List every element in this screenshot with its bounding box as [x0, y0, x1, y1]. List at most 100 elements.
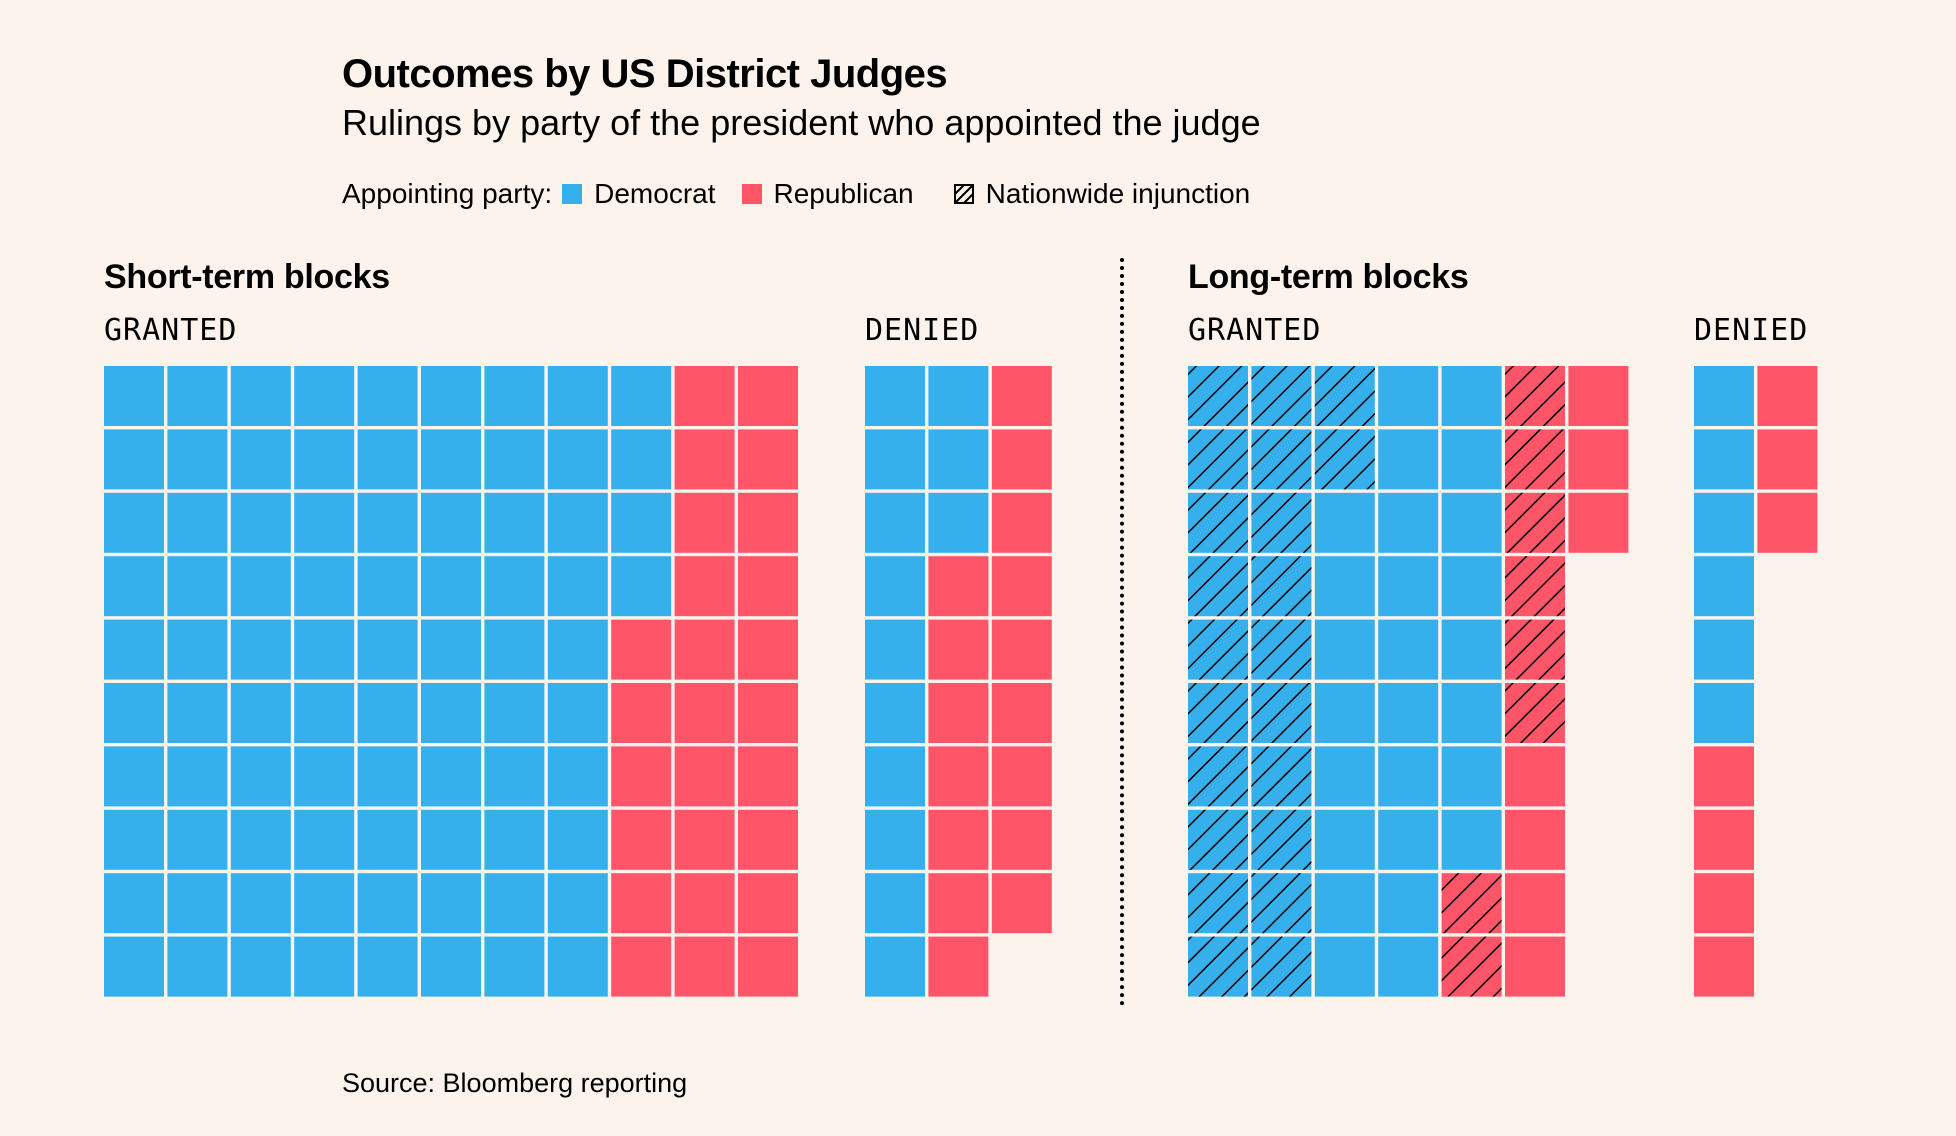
waffle-cell-democrat	[484, 873, 545, 934]
nationwide-hatch-overlay	[1251, 556, 1312, 617]
waffle-cell-republican	[611, 746, 672, 807]
waffle-cell-democrat	[1378, 366, 1439, 426]
waffle-cell-democrat	[104, 556, 164, 617]
waffle-cell-republican	[738, 429, 798, 490]
waffle-cell-republican	[991, 429, 1052, 490]
waffle-cell-democrat	[865, 809, 925, 870]
waffle-cell-democrat	[104, 429, 164, 490]
waffle-cell-democrat	[167, 683, 228, 743]
waffle-cell-democrat	[547, 619, 608, 680]
nationwide-hatch-overlay	[1505, 492, 1565, 553]
waffle-cell-democrat	[928, 366, 989, 426]
nationwide-hatch-overlay	[1188, 809, 1248, 870]
waffle-cell-democrat	[167, 873, 228, 934]
waffle-cell-republican	[738, 683, 798, 743]
waffle-cell-democrat	[230, 366, 291, 426]
waffle-cell-democrat	[1378, 492, 1439, 553]
legend-item-democrat: Democrat	[562, 178, 716, 210]
source-note: Source: Bloomberg reporting	[342, 1068, 688, 1098]
waffle-cell-democrat	[1378, 873, 1439, 934]
waffle-cell-democrat	[357, 492, 418, 553]
nationwide-hatch-overlay	[1188, 746, 1248, 807]
waffle-cell-democrat	[357, 429, 418, 490]
waffle-cell-democrat	[547, 873, 608, 934]
hatch-swatch-icon	[953, 184, 974, 204]
group-label-long-denied: DENIED	[1694, 313, 1809, 348]
waffle-cell-republican	[1568, 366, 1629, 426]
waffle-cell-democrat	[230, 429, 291, 490]
waffle-cell-democrat	[104, 683, 164, 743]
waffle-cell-republican	[1694, 936, 1754, 997]
waffle-cell-republican	[674, 936, 735, 997]
waffle-cell-democrat	[1314, 492, 1375, 553]
waffle-cell-democrat	[484, 809, 545, 870]
waffle-cell-democrat	[1694, 683, 1754, 743]
waffle-cell-democrat	[1441, 366, 1502, 426]
group-label-short-granted: GRANTED	[104, 313, 238, 348]
waffle-cell-democrat	[294, 873, 355, 934]
waffle-cell-democrat	[230, 619, 291, 680]
waffle-cell-democrat	[1314, 619, 1375, 680]
waffle-cell-republican	[991, 556, 1052, 617]
nationwide-hatch-overlay	[1188, 936, 1248, 997]
waffle-cell-democrat	[611, 429, 672, 490]
waffle-cell-democrat	[1378, 429, 1439, 490]
waffle-cell-republican	[674, 366, 735, 426]
nationwide-hatch-overlay	[1505, 429, 1565, 490]
waffle-cell-democrat	[865, 746, 925, 807]
waffle-cell-republican	[1757, 492, 1818, 553]
waffle-cell-republican	[674, 746, 735, 807]
waffle-cell-democrat	[1378, 936, 1439, 997]
waffle-cell-democrat	[167, 809, 228, 870]
waffle-cell-democrat	[865, 492, 925, 553]
nationwide-hatch-overlay	[1251, 366, 1312, 426]
legend-label-republican: Republican	[773, 178, 914, 209]
waffle-cell-democrat	[484, 429, 545, 490]
waffle-cell-democrat	[421, 366, 481, 426]
nationwide-hatch-overlay	[1251, 683, 1312, 743]
waffle-cell-republican	[738, 619, 798, 680]
waffle-cell-democrat	[928, 492, 989, 553]
waffle-cell-democrat	[547, 429, 608, 490]
waffle-cell-republican	[674, 492, 735, 553]
group-label-long-granted: GRANTED	[1188, 313, 1322, 348]
waffle-cell-democrat	[167, 746, 228, 807]
waffle-cell-republican	[1757, 366, 1818, 426]
waffle-cell-republican	[991, 809, 1052, 870]
waffle-cell-republican	[1505, 936, 1565, 997]
waffle-cell-democrat	[104, 936, 164, 997]
waffle-cell-democrat	[1441, 492, 1502, 553]
legend-label-nationwide: Nationwide injunction	[985, 178, 1251, 209]
waffle-cell-republican	[738, 809, 798, 870]
waffle-cell-democrat	[357, 556, 418, 617]
nationwide-hatch-overlay	[1251, 809, 1312, 870]
waffle-cell-republican	[928, 619, 989, 680]
waffle-cell-republican	[1505, 746, 1565, 807]
waffle-cell-democrat	[104, 746, 164, 807]
waffle-cell-democrat	[294, 683, 355, 743]
waffle-cell-republican	[1568, 492, 1629, 553]
waffle-cell-republican	[1568, 429, 1629, 490]
waffle-cell-democrat	[230, 936, 291, 997]
waffle-cell-democrat	[547, 366, 608, 426]
waffle-cell-republican	[674, 619, 735, 680]
legend-prefix: Appointing party:	[342, 178, 553, 209]
waffle-cell-republican	[991, 619, 1052, 680]
waffle-cell-democrat	[357, 619, 418, 680]
waffle-cell-democrat	[294, 746, 355, 807]
waffle-cell-democrat	[230, 556, 291, 617]
waffle-cell-republican	[991, 873, 1052, 934]
waffle-cell-democrat	[1441, 429, 1502, 490]
waffle-cell-democrat	[1314, 809, 1375, 870]
legend-item-republican: Republican	[741, 178, 914, 210]
waffle-cell-democrat	[547, 556, 608, 617]
waffle-cell-democrat	[230, 746, 291, 807]
waffle-cell-democrat	[1378, 809, 1439, 870]
nationwide-hatch-overlay	[1314, 429, 1375, 490]
waffle-cell-republican	[928, 556, 989, 617]
waffle-cell-republican	[674, 429, 735, 490]
waffle-cell-republican	[1694, 873, 1754, 934]
nationwide-hatch-overlay	[1505, 366, 1565, 426]
waffle-cell-democrat	[611, 366, 672, 426]
waffle-cell-republican	[738, 556, 798, 617]
